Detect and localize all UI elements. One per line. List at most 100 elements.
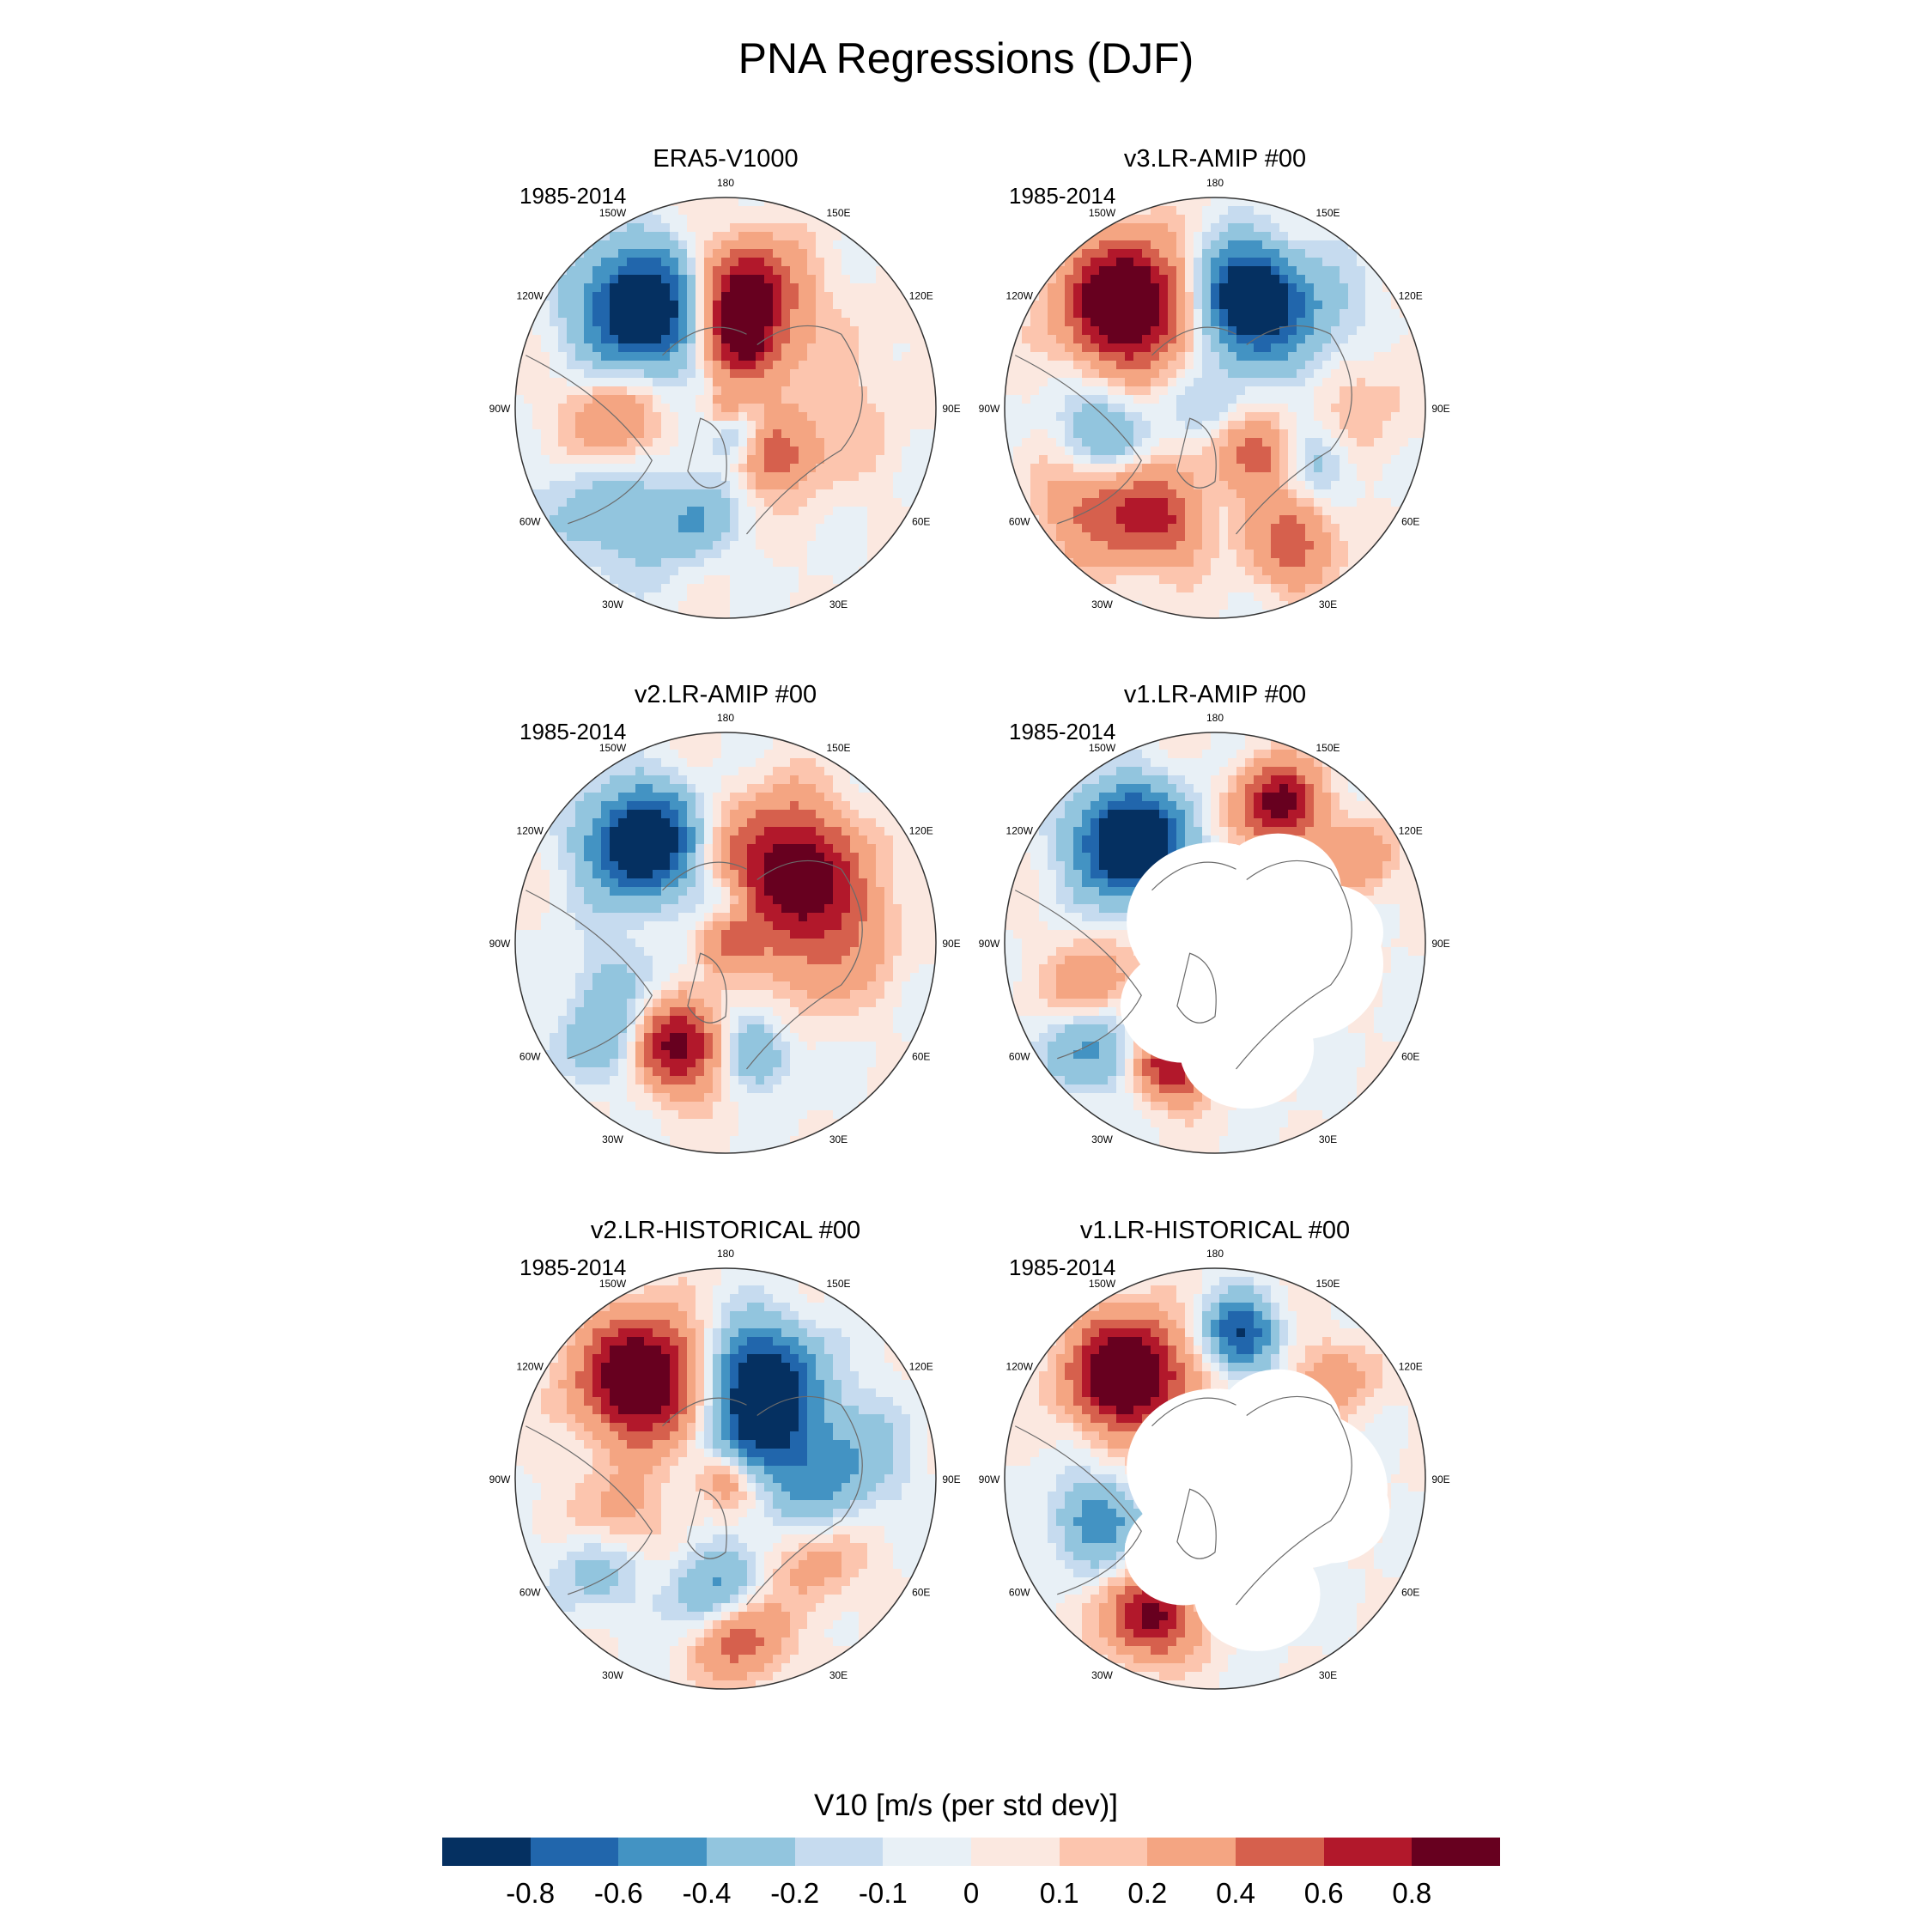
coastlines <box>1014 325 1352 535</box>
map-border <box>1004 197 1426 619</box>
coastlines <box>525 325 863 535</box>
map-panel: v2.LR-AMIP #00 1985-2014 180 150E 120E 90E 60E… <box>434 680 1018 1161</box>
lon-label: 180 <box>717 177 734 189</box>
lon-label: 30E <box>1319 598 1337 611</box>
lon-label: 90W <box>979 1473 1000 1485</box>
lon-label: 120W <box>1006 825 1034 837</box>
colorbar-tick-label: 0 <box>963 1877 980 1909</box>
lon-label: 60W <box>519 516 541 528</box>
lon-label: 120W <box>517 1361 544 1373</box>
panel-title: v3.LR-AMIP #00 <box>1123 145 1307 173</box>
lon-label: 30W <box>1091 1133 1113 1145</box>
map-panel: v3.LR-AMIP #00 1985-2014 180 150E 120E 90E 60E… <box>923 144 1507 625</box>
map-border <box>1004 1267 1426 1690</box>
lon-label: 60W <box>1009 516 1030 528</box>
colorbar-swatch <box>1323 1838 1413 1866</box>
lon-label: 150E <box>826 742 850 754</box>
map-panel: v1.LR-HISTORICAL #00 1985-2014 180 150E 120E… <box>923 1216 1507 1697</box>
lon-label: 120E <box>909 290 933 302</box>
map-border <box>514 197 937 619</box>
lon-label: 60E <box>912 516 930 528</box>
colorbar-tick-label: -0.8 <box>506 1877 556 1909</box>
lon-label: 60E <box>1401 516 1419 528</box>
lon-label: 60E <box>1401 1051 1419 1063</box>
lon-label: 120W <box>1006 1361 1034 1373</box>
panel-period: 1985-2014 <box>1009 719 1116 744</box>
lon-label: 150W <box>599 742 627 754</box>
colorbar-tick-label: -0.6 <box>593 1877 643 1909</box>
lon-label: 60E <box>912 1587 930 1599</box>
field-shading <box>1005 197 1425 618</box>
polar-map: 180150E120E90E60E30E030W60W90W120W150W <box>489 1248 961 1690</box>
colorbar-tick-label: 0.4 <box>1216 1877 1255 1909</box>
lon-label: 120E <box>1399 290 1423 302</box>
lon-label: 60W <box>519 1051 541 1063</box>
colorbar-tick-label: 0.1 <box>1039 1877 1079 1909</box>
coastlines <box>1014 1395 1352 1606</box>
field-shading <box>515 197 936 618</box>
colorbar-tick-label: 0.6 <box>1303 1877 1344 1909</box>
lon-label: 150E <box>1315 742 1340 754</box>
lon-label: 90E <box>942 938 960 950</box>
lon-label: 120E <box>1399 825 1423 837</box>
map-panel: v1.LR-AMIP #00 1985-2014 180 150E 120E 90E 60E… <box>923 680 1507 1161</box>
colorbar-tick-label: 0.2 <box>1127 1877 1168 1909</box>
panel-title: v1.LR-AMIP #00 <box>1123 681 1307 708</box>
panel-period: 1985-2014 <box>1009 1255 1116 1280</box>
panel-title: v2.LR-AMIP #00 <box>634 681 817 708</box>
colorbar-swatch <box>971 1838 1060 1866</box>
lon-label: 150W <box>599 207 627 219</box>
lon-label: 60W <box>519 1587 541 1599</box>
map-border <box>514 1267 937 1690</box>
panel-period: 1985-2014 <box>519 183 627 209</box>
lon-label: 150E <box>1315 207 1340 219</box>
lon-label: 30W <box>602 1133 623 1145</box>
lon-label: 90E <box>942 403 960 415</box>
polar-map: 180150E120E90E60E30E030W60W90W120W150W <box>979 1248 1450 1690</box>
lon-label: 180 <box>1206 712 1224 724</box>
lon-label: 120W <box>1006 290 1034 302</box>
figure-title: PNA Regressions (DJF) <box>738 34 1194 82</box>
lon-label: 150E <box>826 1278 850 1290</box>
lon-label: 90E <box>1431 403 1449 415</box>
panel-period: 1985-2014 <box>519 1255 627 1280</box>
lon-label: 120W <box>517 825 544 837</box>
panel-title: v1.LR-HISTORICAL #00 <box>1079 1217 1351 1244</box>
lon-label: 30E <box>829 1669 848 1681</box>
lon-label: 90E <box>942 1473 960 1485</box>
field-shading <box>515 732 936 1153</box>
panel-period: 1985-2014 <box>1009 183 1116 209</box>
map-panel: ERA5-V10001985-2014180150E120E90E60E30E0… <box>434 144 1018 625</box>
colorbar-swatch <box>618 1838 708 1866</box>
colorbar-tick-label: -0.2 <box>770 1877 820 1909</box>
colorbar-swatch <box>1236 1838 1324 1866</box>
lon-label: 120E <box>1399 1361 1423 1373</box>
colorbar-swatch <box>1147 1838 1236 1866</box>
lon-label: 90W <box>979 938 1000 950</box>
polar-map: 180150E120E90E60E30E030W60W90W120W150W <box>979 712 1450 1154</box>
lon-label: 180 <box>1206 1248 1224 1260</box>
lon-label: 30E <box>1319 1133 1337 1145</box>
colorbar-title: V10 [m/s (per std dev)] <box>813 1789 1119 1822</box>
colorbar-swatch <box>1059 1838 1148 1866</box>
lon-label: 90E <box>1431 938 1449 950</box>
lon-label: 30E <box>829 1133 848 1145</box>
lon-label: 90W <box>489 403 511 415</box>
lon-label: 150E <box>1315 1278 1340 1290</box>
polar-map: 180150E120E90E60E30E030W60W90W120W150W <box>979 177 1450 619</box>
lon-label: 60W <box>1009 1051 1030 1063</box>
colorbar-swatch <box>442 1838 531 1866</box>
coastlines <box>1014 860 1352 1070</box>
lon-label: 120W <box>517 290 544 302</box>
field-shading <box>1005 732 1425 1153</box>
colorbar-tick-label: -0.1 <box>858 1877 908 1909</box>
lon-label: 150W <box>1089 742 1116 754</box>
panel-title: v2.LR-HISTORICAL #00 <box>590 1217 861 1244</box>
polar-map: 180150E120E90E60E30E030W60W90W120W150W <box>489 177 961 619</box>
lon-label: 180 <box>717 712 734 724</box>
lon-label: 30W <box>602 598 623 611</box>
lon-label: 60E <box>1401 1587 1419 1599</box>
panel-period: 1985-2014 <box>519 719 627 744</box>
lon-label: 150W <box>1089 1278 1116 1290</box>
colorbar-swatch <box>1412 1838 1501 1866</box>
